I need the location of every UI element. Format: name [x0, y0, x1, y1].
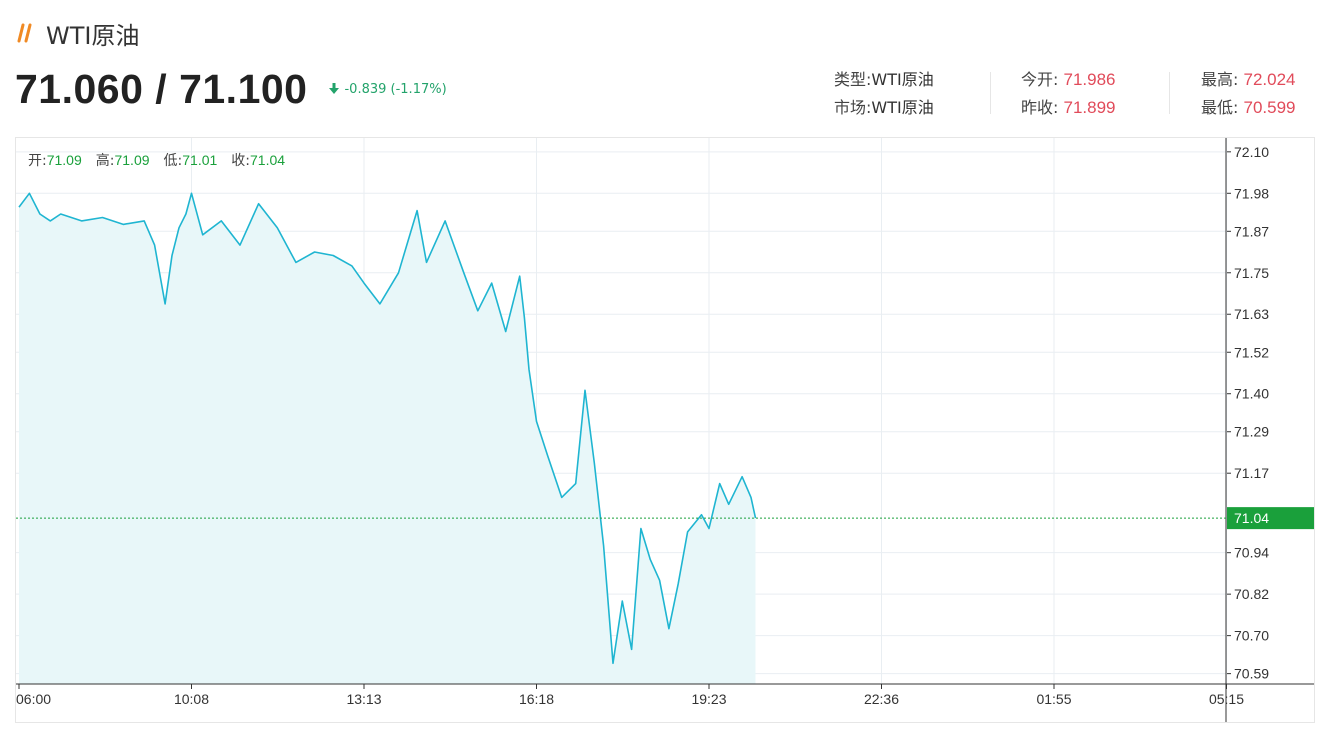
- ohlc-open: 开:71.09: [28, 150, 82, 170]
- type-label: 类型:: [834, 70, 872, 89]
- ohlc-close-label: 收:: [231, 153, 251, 169]
- ohlc-open-label: 开:: [28, 153, 47, 169]
- prev-close-value: 71.899: [1063, 98, 1116, 117]
- market-value: WTI原油: [871, 98, 934, 117]
- high-label: 最高:: [1201, 70, 1239, 89]
- prev-close-row: 昨收: 71.899: [1021, 94, 1116, 122]
- price-row: 71.060 / 71.100 -0.839 (-1.17%): [15, 66, 447, 112]
- open-label: 今开:: [1021, 70, 1059, 89]
- y-tick-label: 70.59: [1234, 666, 1269, 682]
- y-tick-label: 70.70: [1234, 628, 1269, 644]
- x-tick-label: 06:00: [16, 691, 51, 707]
- price-chart[interactable]: 72.10 71.98 71.87 71.75 71.63 71.52 71.40 71.29…: [15, 137, 1315, 723]
- ohlc-high-label: 高:: [95, 153, 115, 169]
- low-row: 最低: 70.599: [1201, 94, 1296, 122]
- title-row: WTI原油: [17, 16, 139, 50]
- divider: [1169, 72, 1170, 114]
- x-tick-label: 01:55: [1036, 691, 1071, 707]
- ohlc-low-value: 71.01: [182, 152, 218, 168]
- divider: [990, 72, 991, 114]
- bid-ask-price: 71.060 / 71.100: [15, 65, 308, 112]
- prev-close-label: 昨收:: [1021, 98, 1059, 117]
- ohlc-close-value: 71.04: [250, 152, 286, 168]
- y-tick-label: 71.17: [1234, 465, 1269, 481]
- ohlc-low-label: 低:: [163, 153, 183, 169]
- price-area: [19, 193, 756, 685]
- high-row: 最高: 72.024: [1201, 66, 1296, 94]
- open-row: 今开: 71.986: [1021, 66, 1116, 94]
- ohlc-high: 高:71.09: [96, 150, 150, 170]
- y-tick-label: 70.94: [1234, 545, 1269, 561]
- chart-svg[interactable]: 72.10 71.98 71.87 71.75 71.63 71.52 71.40 71.29…: [16, 138, 1314, 722]
- price-change-text: -0.839 (-1.17%): [344, 81, 447, 97]
- y-tick-label: 71.40: [1234, 386, 1269, 402]
- x-tick-label: 10:08: [174, 691, 209, 707]
- y-tick-label: 72.10: [1234, 144, 1269, 160]
- y-tick-label: 71.29: [1234, 424, 1269, 440]
- ohlc-high-value: 71.09: [114, 152, 150, 168]
- price-change: -0.839 (-1.17%): [329, 81, 447, 97]
- low-label: 最低:: [1201, 98, 1239, 117]
- current-price-label: 71.04: [1234, 510, 1269, 526]
- ohlc-open-value: 71.09: [46, 152, 82, 168]
- x-tick-label: 05:15: [1209, 691, 1244, 707]
- y-tick-label: 71.75: [1234, 265, 1269, 281]
- current-price-badge: [1227, 507, 1314, 530]
- x-tick-label: 22:36: [864, 691, 899, 707]
- y-tick-label: 71.52: [1234, 344, 1269, 360]
- double-slash-icon: [17, 23, 32, 43]
- low-value: 70.599: [1243, 98, 1296, 117]
- ohlc-legend: 开:71.09 高:71.09 低:71.01 收:71.04: [28, 150, 299, 170]
- price-line: [18, 192, 757, 665]
- x-tick-label: 13:13: [346, 691, 381, 707]
- ohlc-close: 收:71.04: [231, 150, 285, 170]
- y-tick-label: 70.82: [1234, 586, 1269, 602]
- x-tick-label: 16:18: [519, 691, 554, 707]
- y-tick-label: 71.87: [1234, 223, 1269, 239]
- type-value: WTI原油: [871, 70, 934, 89]
- open-value: 71.986: [1063, 70, 1116, 89]
- x-tick-label: 19:23: [691, 691, 726, 707]
- quote-info-panel: 类型:WTI原油 市场:WTI原油 今开: 71.986 昨收: 71.899 …: [812, 66, 1318, 122]
- y-tick-label: 71.63: [1234, 306, 1269, 322]
- market-row: 市场:WTI原油: [834, 94, 934, 122]
- y-tick-label: 71.98: [1234, 185, 1269, 201]
- high-value: 72.024: [1243, 70, 1296, 89]
- type-row: 类型:WTI原油: [834, 66, 934, 94]
- arrow-down-icon: [329, 83, 340, 94]
- ohlc-low: 低:71.01: [164, 150, 218, 170]
- page-title: WTI原油: [46, 21, 140, 50]
- market-label: 市场:: [834, 98, 872, 117]
